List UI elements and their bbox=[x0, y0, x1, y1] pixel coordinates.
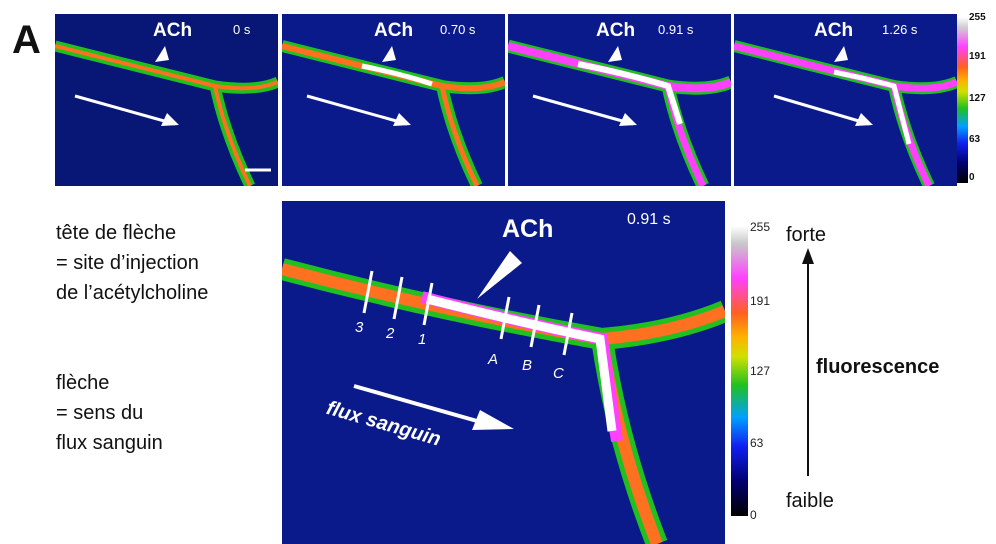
cut-label: C bbox=[553, 365, 564, 382]
fluorescence-image bbox=[282, 14, 505, 186]
cut-label: 1 bbox=[418, 331, 427, 348]
legend-line: de l’acétylcholine bbox=[56, 282, 209, 304]
large-tick-0: 0 bbox=[750, 508, 757, 522]
fluorescence-image bbox=[55, 14, 278, 186]
frame-091s: ACh 0.91 s bbox=[508, 14, 731, 186]
large-tick-127: 127 bbox=[750, 364, 771, 378]
time-label: 0.91 s bbox=[627, 211, 671, 228]
cut-label: A bbox=[488, 351, 499, 368]
small-colorbar bbox=[957, 17, 968, 183]
fluorescence-title: fluorescence bbox=[816, 356, 940, 378]
large-colorbar bbox=[731, 226, 748, 516]
time-label: 0.91 s bbox=[658, 22, 694, 37]
cut-label: B bbox=[522, 357, 533, 374]
large-tick-63: 63 bbox=[750, 436, 764, 450]
legend-line: = site d’injection bbox=[56, 252, 199, 274]
ach-label: ACh bbox=[814, 20, 854, 41]
frame-126s: ACh 1.26 s bbox=[734, 14, 957, 186]
time-label: 1.26 s bbox=[882, 22, 918, 37]
legend-line: = sens du bbox=[56, 402, 144, 424]
time-label: 0.70 s bbox=[440, 22, 476, 37]
legend-arrow: flèche = sens du flux sanguin bbox=[56, 368, 163, 458]
legend-arrowhead: tête de flèche = site d’injection de l’a… bbox=[56, 218, 208, 308]
frame-070s: ACh 0.70 s bbox=[282, 14, 505, 186]
legend-line: tête de flèche bbox=[56, 222, 177, 244]
fluorescence-image bbox=[508, 14, 731, 186]
time-label: 0 s bbox=[233, 22, 251, 37]
ach-label: ACh bbox=[153, 20, 193, 41]
ach-label: ACh bbox=[596, 20, 636, 41]
fluorescence-low-label: faible bbox=[786, 490, 834, 512]
legend-line: flèche bbox=[56, 372, 110, 394]
big-frame-091s: ACh 0.91 s 3 2 1 A B C flux sanguin bbox=[282, 201, 725, 544]
large-tick-191: 191 bbox=[750, 294, 771, 308]
fluorescence-high-label: forte bbox=[786, 224, 827, 246]
fluorescence-image-large bbox=[282, 201, 725, 544]
small-tick-191: 191 bbox=[969, 51, 986, 62]
small-tick-0: 0 bbox=[969, 172, 975, 183]
fluorescence-image bbox=[734, 14, 957, 186]
small-tick-63: 63 bbox=[969, 134, 981, 145]
up-arrow-icon bbox=[802, 248, 814, 476]
ach-label: ACh bbox=[374, 20, 414, 41]
frame-0s: ACh 0 s bbox=[55, 14, 278, 186]
small-tick-127: 127 bbox=[969, 93, 986, 104]
ach-label: ACh bbox=[502, 215, 554, 243]
cut-label: 2 bbox=[386, 325, 395, 342]
legend-line: flux sanguin bbox=[56, 432, 163, 454]
small-tick-255: 255 bbox=[969, 12, 986, 23]
cut-label: 3 bbox=[355, 319, 364, 336]
panel-letter: A bbox=[12, 18, 41, 62]
large-tick-255: 255 bbox=[750, 220, 771, 234]
